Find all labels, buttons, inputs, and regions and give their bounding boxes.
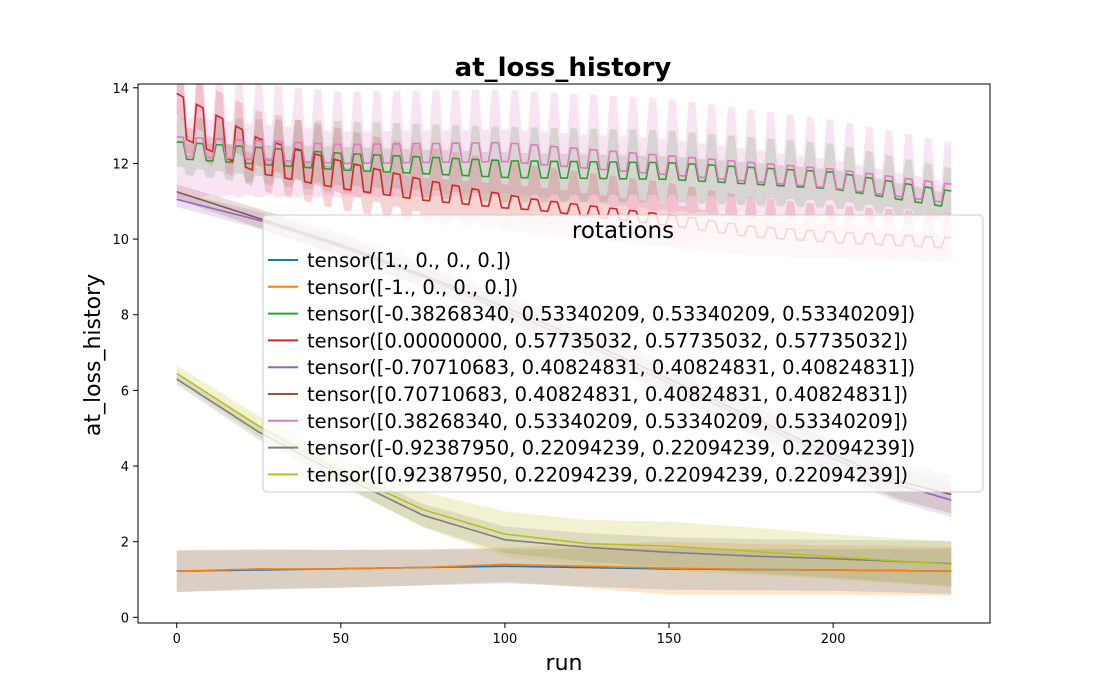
y-tick-label: 6 (121, 384, 129, 399)
legend-label-3: tensor([0.00000000, 0.57735032, 0.577350… (307, 329, 908, 352)
y-tick-label: 12 (112, 157, 129, 172)
y-tick-label: 10 (112, 233, 129, 248)
legend-label-0: tensor([1., 0., 0., 0.]) (307, 249, 511, 272)
band-series-2 (176, 117, 952, 221)
line-series-6 (176, 136, 952, 203)
plot-frame (137, 83, 991, 624)
x-tick-label: 150 (657, 632, 682, 647)
band-series-0 (176, 548, 952, 594)
y-tick-label: 8 (121, 309, 129, 324)
x-tick-label: 200 (821, 632, 846, 647)
legend-title: rotations (572, 218, 674, 244)
legend-label-8: tensor([0.92387950, 0.22094239, 0.220942… (307, 463, 908, 486)
chart-title: at_loss_history (455, 53, 672, 83)
y-tick-label: 2 (121, 536, 129, 551)
x-axis-label: run (546, 651, 583, 676)
line-series-1 (176, 563, 952, 572)
y-tick-label: 0 (121, 611, 129, 626)
x-tick-label: 0 (173, 632, 181, 647)
y-axis-label: at_loss_history (81, 274, 106, 436)
legend-label-7: tensor([-0.92387950, 0.22094239, 0.22094… (307, 437, 915, 460)
legend-label-2: tensor([-0.38268340, 0.53340209, 0.53340… (307, 303, 915, 326)
legend-frame (262, 214, 984, 493)
band-series-1 (176, 541, 952, 596)
x-axis-ticks: 0 50 100 150 200 (173, 623, 846, 647)
legend-label-5: tensor([0.70710683, 0.40824831, 0.408248… (307, 383, 908, 406)
band-series-7 (176, 373, 952, 587)
y-tick-label: 14 (112, 82, 129, 97)
legend-label-1: tensor([-1., 0., 0., 0.]) (307, 276, 518, 299)
x-tick-label: 50 (333, 632, 350, 647)
legend-items: tensor([1., 0., 0., 0.]) tensor([-1., 0.,… (268, 249, 915, 486)
x-tick-label: 100 (493, 632, 518, 647)
y-axis-ticks: 0 2 4 6 8 10 12 14 (112, 82, 138, 626)
legend-label-4: tensor([-0.70710683, 0.40824831, 0.40824… (307, 356, 915, 379)
y-tick-label: 4 (121, 460, 129, 475)
legend: rotations tensor([1., 0., 0., 0.])tensor… (262, 214, 984, 493)
band-series-8 (176, 365, 952, 588)
line-series-2 (176, 141, 952, 208)
legend-label-6: tensor([0.38268340, 0.53340209, 0.533402… (307, 410, 908, 433)
